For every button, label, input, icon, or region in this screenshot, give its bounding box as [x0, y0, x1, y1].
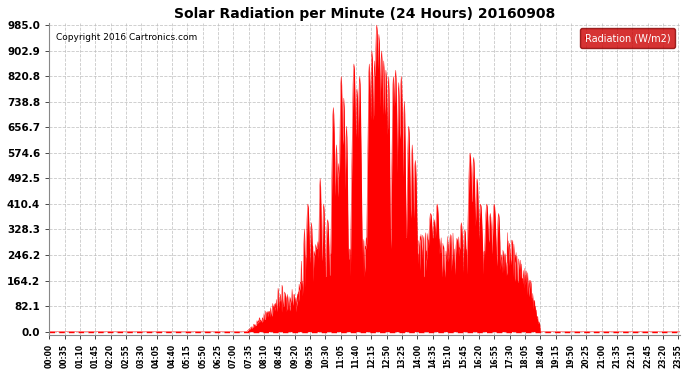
- Title: Solar Radiation per Minute (24 Hours) 20160908: Solar Radiation per Minute (24 Hours) 20…: [174, 7, 555, 21]
- Legend: Radiation (W/m2): Radiation (W/m2): [580, 28, 676, 48]
- Text: Copyright 2016 Cartronics.com: Copyright 2016 Cartronics.com: [55, 33, 197, 42]
